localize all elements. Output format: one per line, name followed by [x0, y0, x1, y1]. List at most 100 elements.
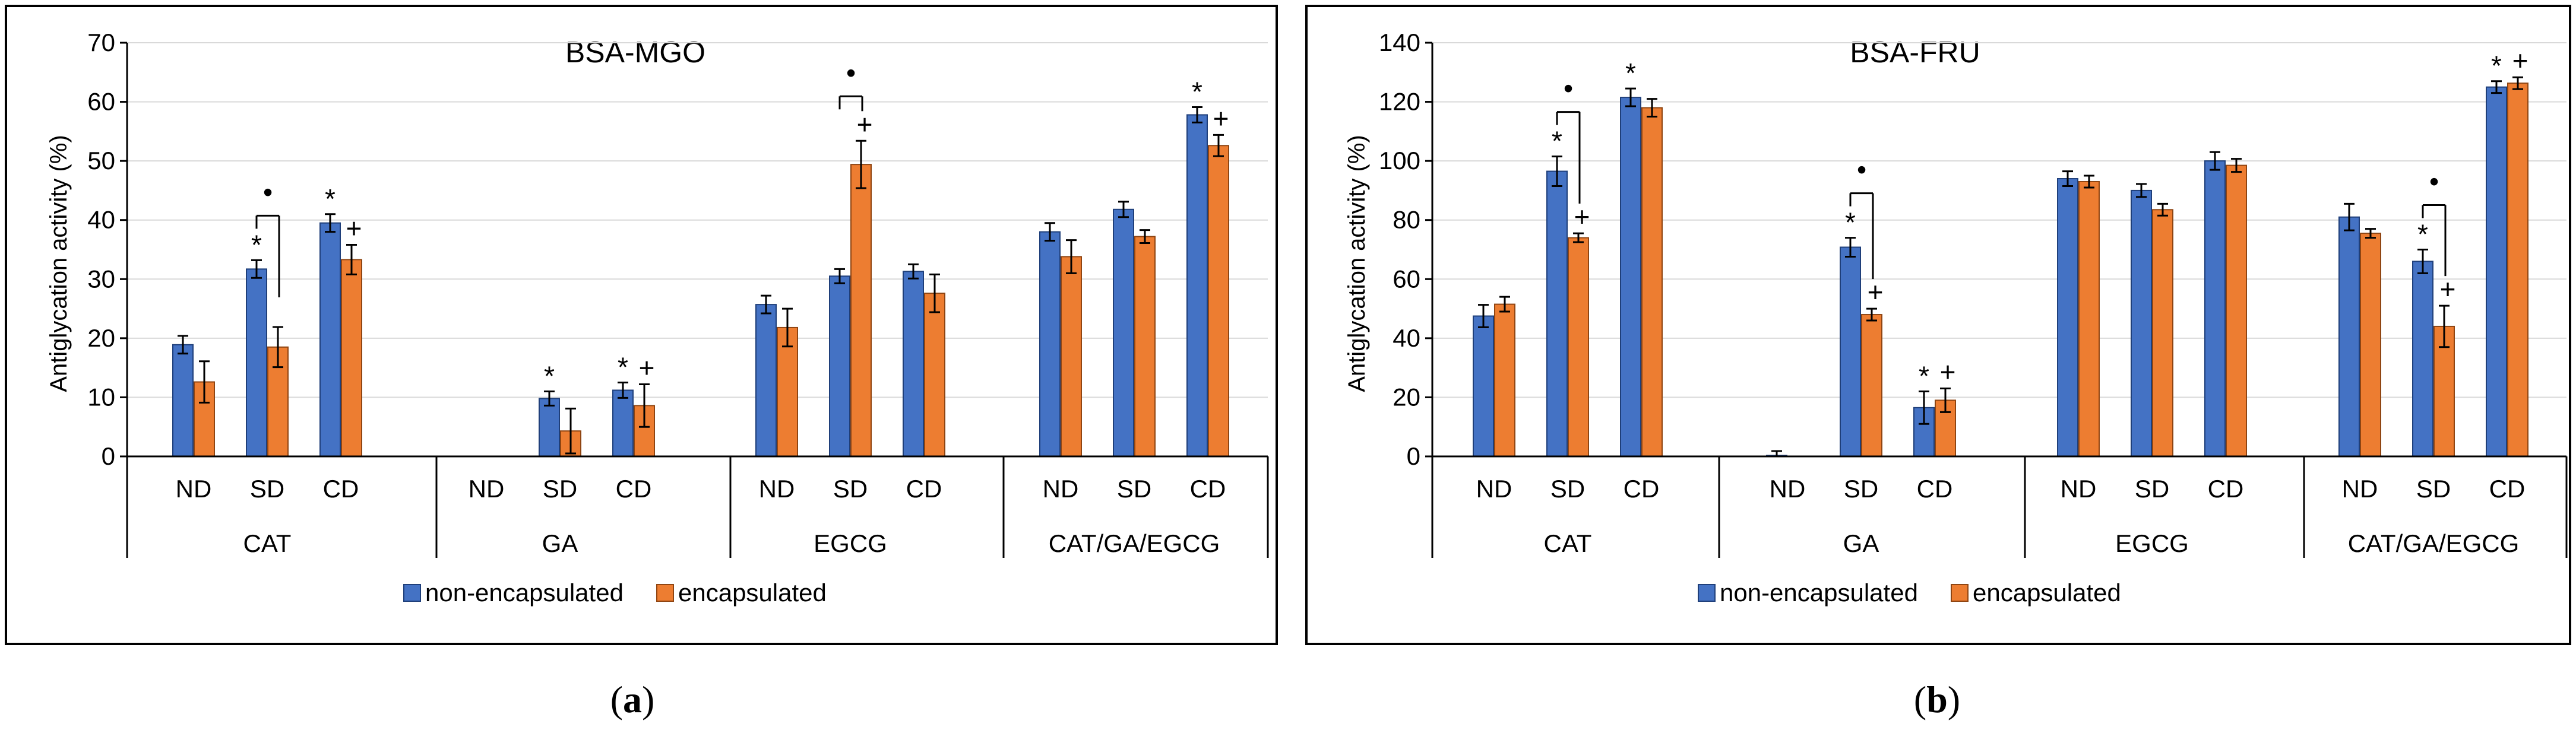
bar-encapsulated [2507, 82, 2528, 457]
x-group-label: CAT/GA/EGCG [2348, 529, 2520, 557]
bar-encapsulated [1641, 107, 1663, 457]
legend-swatch-encapsulated [656, 584, 674, 602]
significance-plus: + [346, 213, 362, 244]
significance-star: * [618, 352, 628, 383]
panel-b-x-axis: ND SD CD CAT ND SD CD GA ND SD CD EGCG ND SD CD CAT/GA/… [1431, 43, 2568, 558]
y-tick-label: 20 [87, 324, 115, 352]
panel-a-x-axis: ND SD CD CAT ND SD CD GA ND SD CD EGCG ND SD CD CAT/GA/… [126, 43, 1269, 558]
x-group-label: CAT/GA/EGCG [1049, 529, 1220, 557]
x-group-label: GA [542, 529, 578, 557]
y-tick-label: 100 [1379, 147, 1420, 174]
legend-label-non-encapsulated: non-encapsulated [1720, 579, 1918, 607]
bar-non-encapsulated [2131, 189, 2152, 457]
panel-b-title: BSA-FRU [1850, 36, 1980, 69]
panel-a-title: BSA-MGO [565, 36, 705, 69]
panel-b-y-axis-label: Antiglycation activity (%) [1344, 135, 1370, 392]
panel-b-significance-marks: *+• **+•* +*+•* + [1552, 45, 2528, 391]
bar-encapsulated [341, 259, 362, 457]
panel-a-caption: (a) [610, 678, 655, 721]
significance-star: * [2417, 219, 2428, 250]
bar-non-encapsulated [2057, 178, 2078, 457]
bar-non-encapsulated [1840, 246, 1861, 457]
significance-plus: + [857, 109, 873, 139]
bar-non-encapsulated [2338, 216, 2360, 457]
panel-b-caption: (b) [1914, 678, 1960, 721]
x-subcategory-label: SD [2416, 475, 2451, 503]
significance-plus: + [1868, 277, 1884, 307]
panel-b-y-ticks: 0 20 40 60 80 100 120 140 [1379, 28, 1432, 470]
bar-encapsulated [2226, 164, 2247, 457]
x-subcategory-label: ND [469, 475, 505, 503]
x-subcategory-label: CD [1624, 475, 1660, 503]
x-subcategory-label: CD [2489, 475, 2526, 503]
significance-plus: + [2440, 274, 2456, 304]
y-tick-label: 120 [1379, 88, 1420, 116]
x-subcategory-label: ND [1043, 475, 1079, 503]
x-subcategory-label: SD [250, 475, 284, 503]
bar-non-encapsulated [319, 222, 341, 457]
x-subcategory-label: ND [759, 475, 795, 503]
panel-a-legend: non-encapsulated encapsulated [403, 579, 827, 607]
significance-bullet: • [263, 176, 273, 207]
significance-star: * [2491, 50, 2502, 81]
x-subcategory-label: SD [2135, 475, 2169, 503]
bar-non-encapsulated [612, 389, 634, 457]
y-tick-label: 0 [102, 442, 115, 470]
legend-label-encapsulated: encapsulated [678, 579, 827, 607]
legend-swatch-encapsulated [1951, 584, 1969, 602]
bar-encapsulated [2078, 180, 2100, 457]
bar-non-encapsulated [1113, 208, 1134, 457]
y-tick-label: 70 [87, 28, 115, 56]
x-subcategory-label: CD [1917, 475, 1953, 503]
bar-non-encapsulated [1546, 170, 1568, 457]
significance-star: * [325, 183, 336, 214]
x-subcategory-label: SD [1550, 475, 1585, 503]
legend-label-encapsulated: encapsulated [1973, 579, 2121, 607]
bar-non-encapsulated [539, 398, 560, 457]
x-subcategory-label: CD [323, 475, 359, 503]
y-tick-label: 10 [87, 383, 115, 411]
x-subcategory-label: ND [1770, 475, 1806, 503]
x-subcategory-label: ND [176, 475, 212, 503]
bar-encapsulated [1494, 303, 1515, 457]
panel-a-y-ticks: 0 10 20 30 40 50 60 70 [87, 28, 127, 470]
bar-non-encapsulated [1186, 114, 1208, 457]
bar-encapsulated [1134, 236, 1156, 457]
panel-b-error-bars [1478, 76, 2523, 458]
significance-star: * [251, 229, 262, 260]
x-group-label: CAT [243, 529, 292, 557]
caption-letter: b [1926, 678, 1948, 721]
y-tick-label: 40 [1393, 324, 1420, 352]
bar-non-encapsulated [1473, 315, 1494, 458]
y-tick-label: 80 [1393, 206, 1420, 234]
significance-plus: + [1940, 356, 1956, 387]
x-group-label: GA [1843, 529, 1879, 557]
bar-non-encapsulated [1620, 97, 1641, 457]
bar-encapsulated [2360, 233, 2381, 457]
bar-non-encapsulated [246, 268, 267, 457]
panel-b-legend: non-encapsulated encapsulated [1698, 579, 2121, 607]
chart-panel-a: BSA-MGO Antiglycation activity (%) 0 10 20… [5, 5, 1278, 645]
caption-open-paren: ( [1914, 678, 1926, 721]
y-tick-label: 60 [1393, 265, 1420, 293]
significance-plus: + [2512, 45, 2528, 76]
significance-star: * [1552, 126, 1562, 157]
x-group-label: EGCG [814, 529, 887, 557]
caption-open-paren: ( [610, 678, 623, 721]
significance-star: * [1845, 207, 1856, 238]
bar-encapsulated [2152, 209, 2173, 457]
bar-encapsulated [850, 164, 872, 457]
x-subcategory-label: SD [833, 475, 868, 503]
chart-panel-b: BSA-FRU Antiglycation activity (%) 0 20 40… [1305, 5, 2571, 645]
x-group-label: CAT [1544, 529, 1592, 557]
bar-non-encapsulated [2486, 86, 2507, 457]
x-subcategory-label: CD [2208, 475, 2244, 503]
significance-plus: + [1213, 103, 1229, 134]
x-subcategory-label: CD [1190, 475, 1226, 503]
bar-encapsulated [924, 293, 945, 457]
x-group-label: EGCG [2115, 529, 2189, 557]
significance-star: * [1919, 360, 1929, 391]
bar-non-encapsulated [172, 344, 194, 457]
significance-bullet: • [846, 57, 856, 88]
